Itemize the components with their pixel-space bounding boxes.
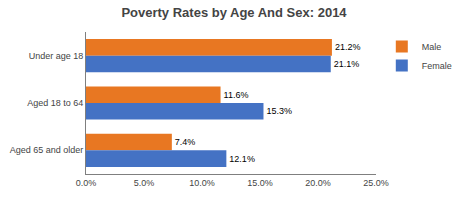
svg-text:25.0%: 25.0% bbox=[363, 178, 389, 188]
svg-text:7.4%: 7.4% bbox=[175, 137, 196, 147]
svg-text:5.0%: 5.0% bbox=[134, 178, 155, 188]
svg-text:15.0%: 15.0% bbox=[247, 178, 273, 188]
svg-text:12.1%: 12.1% bbox=[229, 154, 255, 164]
svg-text:Poverty Rates by Age And Sex:: Poverty Rates by Age And Sex: 2014 bbox=[121, 5, 347, 20]
svg-text:Female: Female bbox=[422, 61, 452, 71]
svg-text:Under age 18: Under age 18 bbox=[29, 51, 84, 61]
svg-text:21.2%: 21.2% bbox=[335, 42, 361, 52]
svg-text:20.0%: 20.0% bbox=[305, 178, 331, 188]
svg-text:15.3%: 15.3% bbox=[266, 106, 292, 116]
svg-text:0.0%: 0.0% bbox=[76, 178, 97, 188]
svg-text:21.1%: 21.1% bbox=[334, 59, 360, 69]
svg-text:11.6%: 11.6% bbox=[224, 90, 249, 100]
svg-text:Aged 65 and older: Aged 65 and older bbox=[10, 145, 84, 155]
svg-text:10.0%: 10.0% bbox=[189, 178, 215, 188]
svg-text:Male: Male bbox=[422, 42, 442, 52]
svg-text:Aged 18 to 64: Aged 18 to 64 bbox=[27, 98, 83, 108]
